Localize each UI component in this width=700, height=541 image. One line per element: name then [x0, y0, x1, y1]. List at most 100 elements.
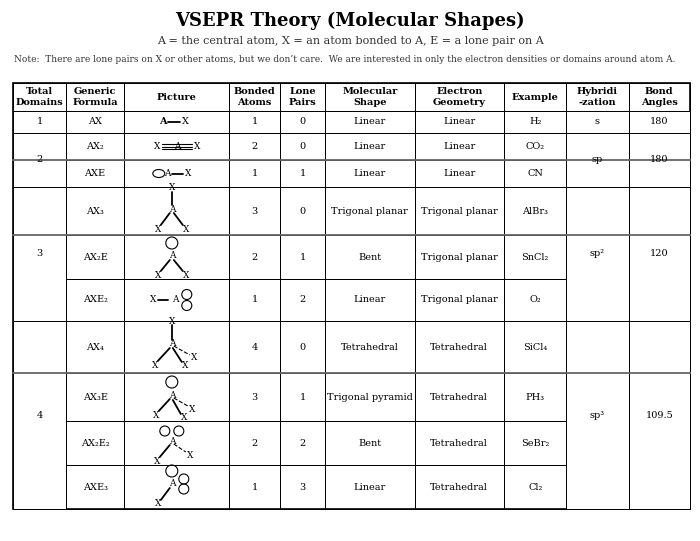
Bar [230, 160, 280, 187]
Text: 0: 0 [300, 142, 305, 151]
Bar [13, 83, 66, 111]
Bar [280, 373, 325, 421]
Text: 0: 0 [300, 342, 305, 352]
Bar [13, 83, 690, 509]
Text: X: X [155, 499, 161, 509]
Bar [325, 421, 414, 465]
Bar [280, 160, 325, 187]
Text: 2: 2 [300, 439, 306, 447]
Text: AXE₂: AXE₂ [83, 295, 108, 305]
Text: Bent: Bent [358, 439, 382, 447]
Bar [566, 160, 629, 187]
Text: X: X [153, 457, 160, 465]
Text: AX₄: AX₄ [86, 342, 104, 352]
Bar [325, 111, 414, 133]
Bar [566, 373, 629, 421]
Bar [13, 111, 66, 133]
Bar [629, 133, 690, 160]
Bar [414, 160, 504, 187]
Text: 109.5: 109.5 [645, 411, 673, 419]
Text: 1: 1 [251, 483, 258, 492]
Bar [13, 321, 66, 509]
Bar [280, 279, 325, 321]
Text: A: A [169, 340, 175, 348]
Bar [125, 111, 230, 133]
Text: Lone
Pairs: Lone Pairs [288, 87, 316, 107]
Text: Linear: Linear [354, 169, 386, 178]
Text: 1: 1 [300, 393, 306, 401]
Text: A: A [174, 142, 180, 151]
Text: Linear: Linear [354, 117, 386, 127]
Bar [566, 133, 629, 160]
Text: Tetrahedral: Tetrahedral [430, 342, 488, 352]
Text: Tetrahedral: Tetrahedral [430, 393, 488, 401]
Text: X: X [153, 411, 159, 419]
Text: sp²: sp² [590, 249, 605, 259]
Bar [66, 465, 125, 509]
Bar [125, 187, 230, 235]
Bar [230, 279, 280, 321]
Bar [566, 187, 629, 321]
Text: Note:  There are lone pairs on X or other atoms, but we don’t care.  We are inte: Note: There are lone pairs on X or other… [14, 55, 676, 63]
Text: AX: AX [88, 117, 102, 127]
Bar [504, 321, 566, 373]
Text: 1: 1 [300, 253, 306, 261]
Bar [230, 373, 280, 421]
Text: A: A [169, 391, 175, 399]
Text: SnCl₂: SnCl₂ [522, 253, 549, 261]
Bar [504, 465, 566, 509]
Bar [566, 465, 629, 509]
Bar [325, 133, 414, 160]
Bar [629, 235, 690, 279]
Bar [230, 235, 280, 279]
Bar [230, 187, 280, 235]
Bar [13, 235, 66, 279]
Text: X: X [153, 142, 160, 151]
Text: 2: 2 [251, 142, 258, 151]
Bar [230, 465, 280, 509]
Text: 2: 2 [300, 295, 306, 305]
Text: Example: Example [512, 93, 559, 102]
Text: X: X [194, 142, 200, 151]
Text: AX₂: AX₂ [86, 142, 104, 151]
Text: AXE₃: AXE₃ [83, 483, 108, 492]
Bar [629, 321, 690, 509]
Bar [280, 421, 325, 465]
Bar [414, 83, 504, 111]
Bar [230, 111, 280, 133]
Bar [13, 321, 66, 373]
Text: Electron
Geometry: Electron Geometry [433, 87, 486, 107]
Bar [504, 421, 566, 465]
Bar [414, 465, 504, 509]
Text: Bond
Angles: Bond Angles [640, 87, 678, 107]
Text: A: A [172, 295, 178, 305]
Text: X: X [181, 361, 188, 371]
Text: X: X [190, 353, 197, 361]
Text: 3: 3 [300, 483, 306, 492]
Text: 0: 0 [300, 207, 305, 215]
Bar [566, 83, 629, 111]
Bar [125, 373, 230, 421]
Bar [13, 187, 66, 321]
Text: A: A [169, 252, 175, 261]
Bar [13, 279, 66, 321]
Text: Trigonal pyramid: Trigonal pyramid [327, 393, 413, 401]
Text: Picture: Picture [157, 93, 197, 102]
Bar [325, 465, 414, 509]
Bar [504, 83, 566, 111]
Bar [414, 187, 504, 235]
Bar [414, 321, 504, 373]
Text: H₂: H₂ [529, 117, 541, 127]
Text: 1: 1 [251, 169, 258, 178]
Text: Linear: Linear [443, 169, 475, 178]
Text: SiCl₄: SiCl₄ [523, 342, 547, 352]
Bar [280, 465, 325, 509]
Bar [66, 235, 125, 279]
Text: Tetrahedral: Tetrahedral [430, 439, 488, 447]
Text: 1: 1 [300, 169, 306, 178]
Bar [125, 279, 230, 321]
Text: 1: 1 [251, 117, 258, 127]
Bar [325, 83, 414, 111]
Bar [566, 235, 629, 279]
Text: 180: 180 [650, 155, 668, 164]
